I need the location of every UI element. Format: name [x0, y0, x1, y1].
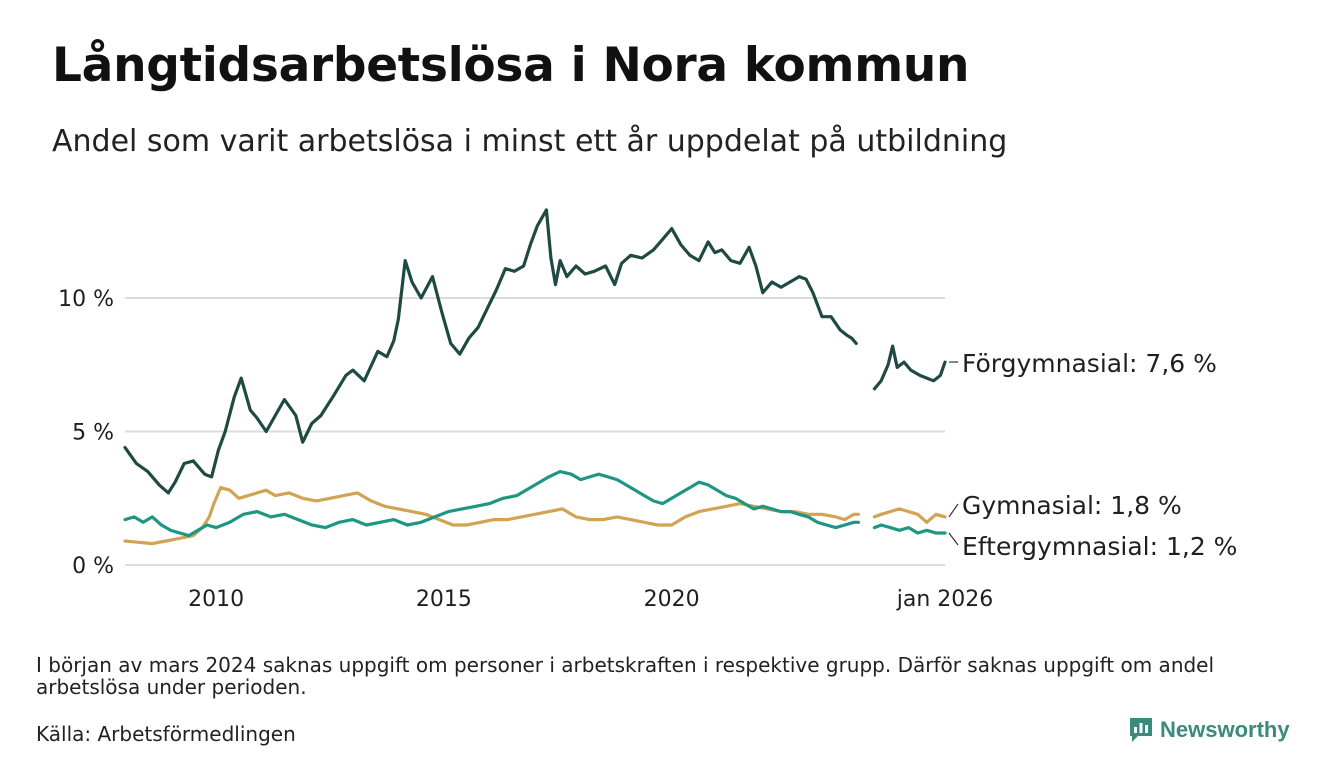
footnote: I början av mars 2024 saknas uppgift om …	[36, 653, 1215, 699]
series-line-förgymnasial	[123, 208, 947, 495]
brand-name: Newsworthy	[1160, 717, 1290, 742]
series-label-förgymnasial: Förgymnasial: 7,6 %	[962, 349, 1217, 378]
y-axis-ticks: 0 % 5 % 10 %	[58, 287, 114, 579]
series-labels: Förgymnasial: 7,6 % Gymnasial: 1,8 % Efter…	[948, 349, 1237, 561]
series-lines	[123, 208, 947, 546]
x-tick-label: 2020	[644, 587, 700, 612]
label-connector	[948, 532, 959, 546]
chart-subtitle: Andel som varit arbetslösa i minst ett å…	[52, 124, 1008, 159]
label-connector	[948, 503, 959, 518]
line-chart: 0 % 5 % 10 % 2010 2015 2020 jan 2026 Förgymna…	[58, 208, 1237, 612]
chart-title: Långtidsarbetslösa i Nora kommun	[52, 38, 970, 93]
newsworthy-icon	[1130, 718, 1152, 742]
y-tick-label: 0 %	[72, 554, 114, 579]
gridlines	[125, 297, 945, 566]
series-line-gymnasial	[123, 486, 947, 546]
series-label-eftergymnasial: Eftergymnasial: 1,2 %	[962, 532, 1237, 561]
x-tick-label: 2015	[416, 587, 472, 612]
y-tick-label: 5 %	[72, 421, 114, 446]
series-label-gymnasial: Gymnasial: 1,8 %	[962, 491, 1182, 520]
x-tick-label: jan 2026	[896, 587, 994, 612]
y-tick-label: 10 %	[58, 287, 114, 312]
newsworthy-logo[interactable]: Newsworthy	[1128, 716, 1290, 744]
x-tick-label: 2010	[188, 587, 244, 612]
series-line-eftergymnasial	[123, 470, 947, 538]
x-axis-ticks: 2010 2015 2020 jan 2026	[188, 587, 993, 612]
source-text: Källa: Arbetsförmedlingen	[36, 722, 296, 746]
